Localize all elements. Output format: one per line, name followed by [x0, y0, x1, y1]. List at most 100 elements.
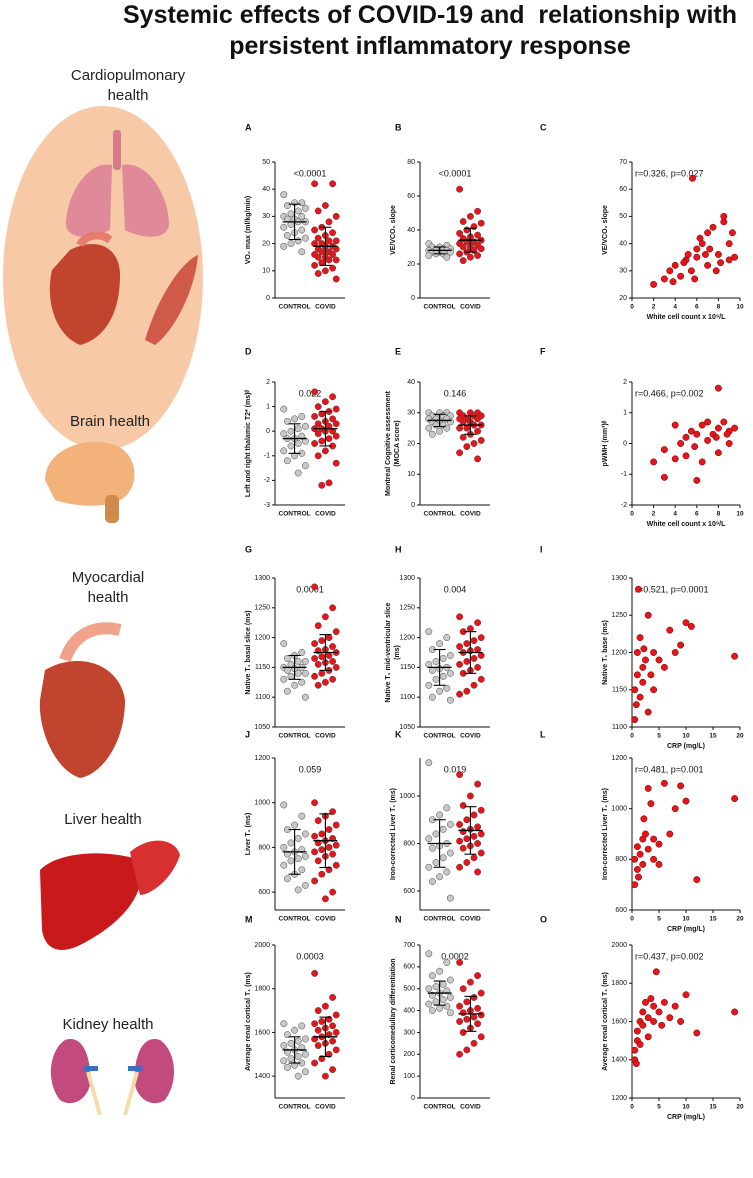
data-point — [294, 207, 302, 215]
data-point — [660, 446, 668, 454]
data-point — [432, 421, 440, 429]
data-point — [636, 634, 644, 642]
data-point — [701, 251, 709, 258]
y-tick-label: 1150 — [400, 664, 415, 671]
x-tick-label: CONTROL — [279, 304, 311, 311]
data-point — [425, 424, 433, 432]
x-tick-label: 0 — [630, 511, 634, 518]
data-point — [329, 675, 337, 683]
data-point — [318, 669, 326, 677]
data-point — [642, 656, 649, 664]
data-point — [704, 261, 712, 269]
data-point — [298, 212, 306, 220]
data-point — [671, 455, 679, 463]
data-point — [280, 1020, 288, 1028]
data-point — [325, 218, 333, 226]
data-point — [647, 671, 655, 679]
y-tick-label: 2 — [266, 379, 270, 386]
brain-illustration — [45, 441, 135, 523]
data-point — [687, 267, 695, 275]
data-point — [631, 881, 639, 889]
data-point — [655, 1008, 663, 1016]
x-tick-label: 4 — [673, 304, 677, 311]
data-point — [443, 959, 451, 966]
x-tick-label: 2 — [652, 511, 656, 518]
data-point — [311, 1059, 319, 1067]
data-point — [456, 959, 464, 966]
data-point — [436, 811, 444, 819]
data-point — [280, 191, 288, 199]
data-point — [428, 844, 436, 852]
data-point — [325, 237, 333, 245]
data-point — [314, 660, 322, 668]
data-point — [329, 643, 337, 650]
p-value: 0.0001 — [296, 584, 324, 594]
data-point — [459, 243, 467, 251]
data-point — [477, 1011, 485, 1019]
y-axis-label: VE/VCO₂ slope — [390, 205, 397, 255]
data-point — [301, 881, 309, 889]
data-point — [693, 876, 701, 884]
data-point — [280, 675, 288, 683]
x-tick-label: CONTROL — [279, 733, 311, 740]
data-point — [329, 251, 337, 258]
data-point — [640, 645, 648, 653]
data-point — [446, 418, 454, 426]
data-point — [332, 275, 340, 283]
x-tick-label: COVID — [315, 511, 336, 518]
data-point — [658, 1021, 666, 1029]
panel-letter: B — [395, 122, 402, 132]
x-axis-label: CRP (mg/L) — [667, 926, 705, 933]
myocardial-illustration — [39, 622, 125, 778]
data-point — [332, 459, 340, 467]
data-point — [693, 430, 701, 438]
y-axis-label: Iron-corrected Liver T₁ (ms) — [390, 788, 397, 880]
data-point — [671, 649, 679, 656]
data-point — [280, 640, 288, 648]
data-point — [311, 583, 319, 591]
data-point — [731, 1008, 739, 1016]
data-point — [325, 866, 333, 874]
y-tick-label: 600 — [258, 889, 270, 896]
data-point — [321, 447, 329, 455]
data-point — [321, 613, 329, 621]
data-point — [712, 433, 720, 441]
data-point — [425, 950, 433, 958]
panel-letter: F — [540, 346, 546, 356]
data-point — [332, 212, 340, 220]
data-point — [635, 585, 642, 593]
data-point — [714, 424, 722, 432]
data-point — [459, 1028, 467, 1036]
data-point — [428, 972, 436, 980]
data-point — [425, 1000, 433, 1008]
x-tick-label: CONTROL — [424, 733, 456, 740]
data-point — [425, 628, 433, 636]
data-point — [294, 469, 302, 477]
x-tick-label: 6 — [695, 304, 699, 311]
data-point — [311, 388, 319, 396]
data-point — [314, 234, 322, 242]
data-point — [280, 242, 288, 250]
data-point — [425, 835, 433, 843]
x-tick-label: 5 — [657, 1104, 661, 1111]
data-point — [446, 821, 454, 828]
data-point — [329, 229, 337, 237]
x-tick-label: 5 — [657, 916, 661, 923]
data-point — [329, 808, 337, 816]
data-point — [650, 458, 658, 466]
data-point — [314, 207, 322, 215]
data-point — [456, 643, 464, 650]
y-tick-label: 0 — [266, 428, 270, 435]
x-axis-label: CRP (mg/L) — [667, 743, 705, 750]
correlation: r=0.466, p=0.002 — [635, 388, 704, 398]
data-point — [291, 415, 299, 423]
panel-letter: J — [245, 729, 250, 739]
data-point — [425, 252, 433, 259]
y-tick-label: 800 — [403, 840, 415, 847]
y-tick-label: 70 — [619, 159, 627, 166]
y-tick-label: 600 — [403, 888, 415, 895]
data-point — [329, 1037, 337, 1045]
data-point — [456, 1050, 464, 1058]
data-point — [311, 799, 319, 807]
section-label: Liver health — [64, 811, 142, 828]
